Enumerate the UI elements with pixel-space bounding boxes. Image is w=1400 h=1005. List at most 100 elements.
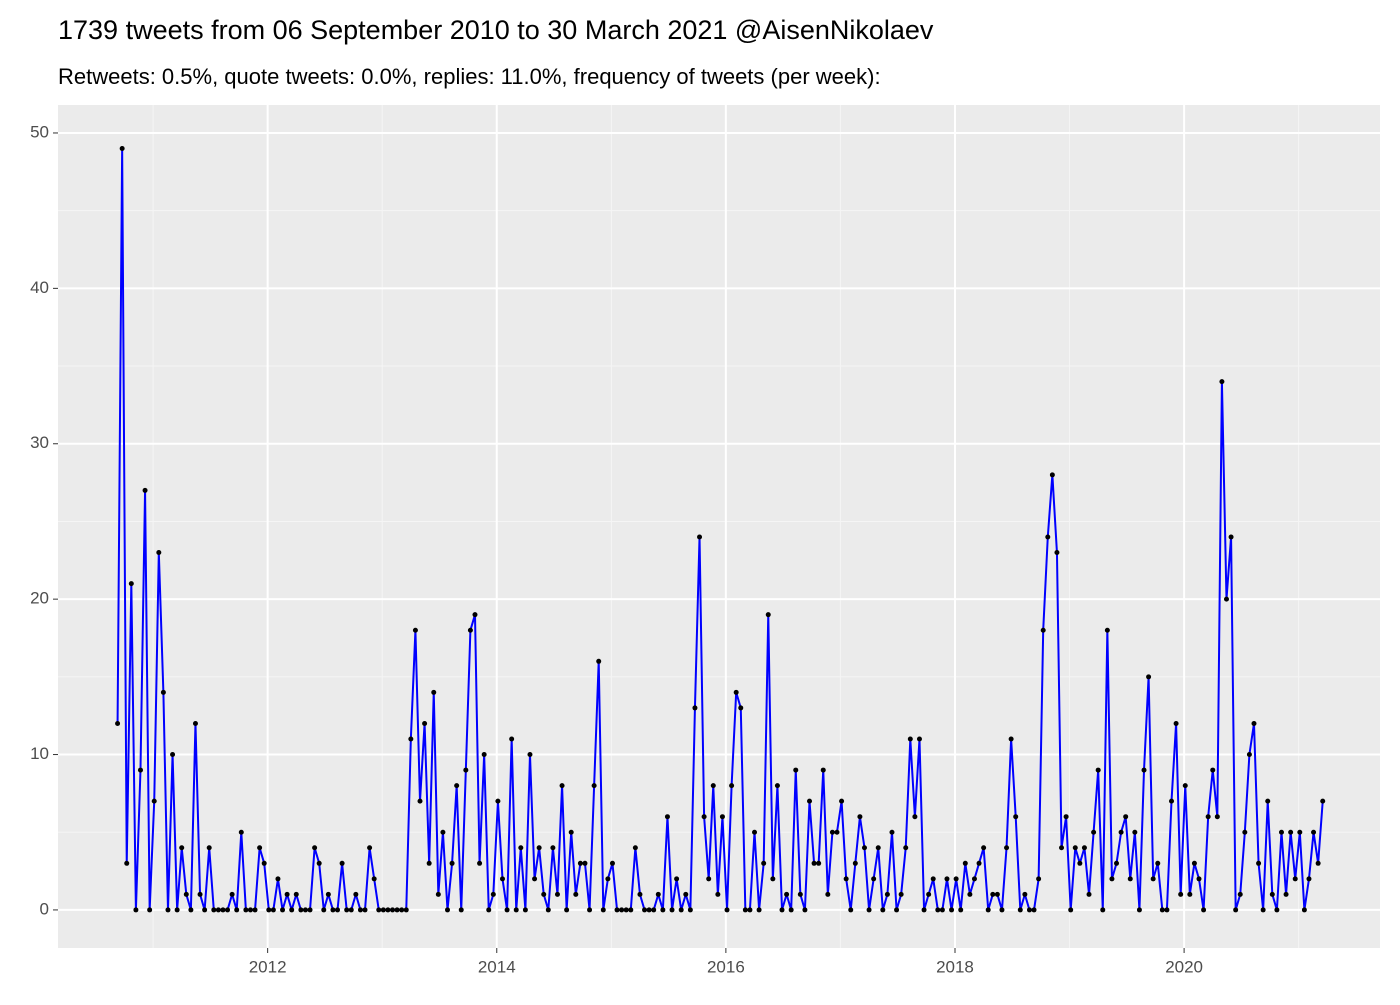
- data-point: [1036, 876, 1042, 882]
- data-point: [687, 907, 693, 913]
- data-point: [1040, 627, 1046, 633]
- data-point: [458, 907, 464, 913]
- data-point: [1026, 907, 1032, 913]
- data-point: [220, 907, 226, 913]
- data-point: [133, 907, 139, 913]
- data-point: [1242, 829, 1248, 835]
- data-point: [807, 798, 813, 804]
- data-point: [875, 845, 881, 851]
- data-point: [646, 907, 652, 913]
- chart-subtitle: Retweets: 0.5%, quote tweets: 0.0%, repl…: [58, 64, 881, 89]
- data-point: [710, 783, 716, 789]
- data-point: [403, 907, 409, 913]
- data-point: [774, 783, 780, 789]
- data-point: [449, 860, 455, 866]
- data-point: [280, 907, 286, 913]
- data-point: [1146, 674, 1152, 680]
- data-point: [1068, 907, 1074, 913]
- data-point: [229, 891, 235, 897]
- data-point: [247, 907, 253, 913]
- data-point: [1155, 860, 1161, 866]
- data-point: [678, 907, 684, 913]
- data-point: [215, 907, 221, 913]
- data-point: [802, 907, 808, 913]
- data-point: [302, 907, 308, 913]
- data-point: [1219, 379, 1225, 385]
- y-tick-label: 10: [30, 744, 49, 763]
- data-point: [1091, 829, 1097, 835]
- data-point: [536, 845, 542, 851]
- data-point: [522, 907, 528, 913]
- data-point: [481, 752, 487, 758]
- data-point: [784, 891, 790, 897]
- data-point: [362, 907, 368, 913]
- data-point: [1265, 798, 1271, 804]
- data-point: [128, 581, 134, 587]
- data-point: [293, 891, 299, 897]
- data-point: [811, 860, 817, 866]
- data-point: [632, 845, 638, 851]
- data-point: [573, 891, 579, 897]
- data-point: [912, 814, 918, 820]
- data-point: [1269, 891, 1275, 897]
- data-point: [1246, 752, 1252, 758]
- data-point: [513, 907, 519, 913]
- data-point: [1288, 829, 1294, 835]
- data-point: [852, 860, 858, 866]
- x-tick-label: 2014: [478, 957, 516, 976]
- data-point: [577, 860, 583, 866]
- data-point: [137, 767, 143, 773]
- x-tick-label: 2012: [249, 957, 287, 976]
- data-point: [889, 829, 895, 835]
- data-point: [142, 487, 148, 493]
- data-point: [1178, 891, 1184, 897]
- data-point: [486, 907, 492, 913]
- data-point: [605, 876, 611, 882]
- data-point: [426, 860, 432, 866]
- data-point: [1100, 907, 1106, 913]
- data-point: [238, 829, 244, 835]
- data-point: [371, 876, 377, 882]
- data-point: [609, 860, 615, 866]
- data-point: [628, 907, 634, 913]
- data-line: [116, 147, 1324, 911]
- data-point: [916, 736, 922, 742]
- data-point: [367, 845, 373, 851]
- data-point: [985, 907, 991, 913]
- data-point: [1182, 783, 1188, 789]
- data-point: [509, 736, 515, 742]
- data-point: [1251, 720, 1257, 726]
- data-point: [518, 845, 524, 851]
- data-point: [275, 876, 281, 882]
- data-point: [587, 907, 593, 913]
- data-point: [463, 767, 469, 773]
- data-point: [408, 736, 414, 742]
- data-point: [165, 907, 171, 913]
- data-point: [715, 891, 721, 897]
- data-point: [257, 845, 263, 851]
- data-point: [183, 891, 189, 897]
- data-point: [559, 783, 565, 789]
- data-point: [380, 907, 386, 913]
- data-point: [1081, 845, 1087, 851]
- data-point: [706, 876, 712, 882]
- data-point: [921, 907, 927, 913]
- data-point: [115, 720, 121, 726]
- data-point: [674, 876, 680, 882]
- data-point: [1118, 829, 1124, 835]
- data-point: [738, 705, 744, 711]
- data-point: [848, 907, 854, 913]
- data-point: [1063, 814, 1069, 820]
- data-point: [1283, 891, 1289, 897]
- data-point: [119, 146, 125, 152]
- data-point: [1301, 907, 1307, 913]
- data-point: [958, 907, 964, 913]
- data-point: [724, 907, 730, 913]
- data-point: [1173, 720, 1179, 726]
- data-point: [765, 612, 771, 618]
- data-point: [944, 876, 950, 882]
- data-point: [660, 907, 666, 913]
- data-point: [1164, 907, 1170, 913]
- data-point: [376, 907, 382, 913]
- data-point: [1086, 891, 1092, 897]
